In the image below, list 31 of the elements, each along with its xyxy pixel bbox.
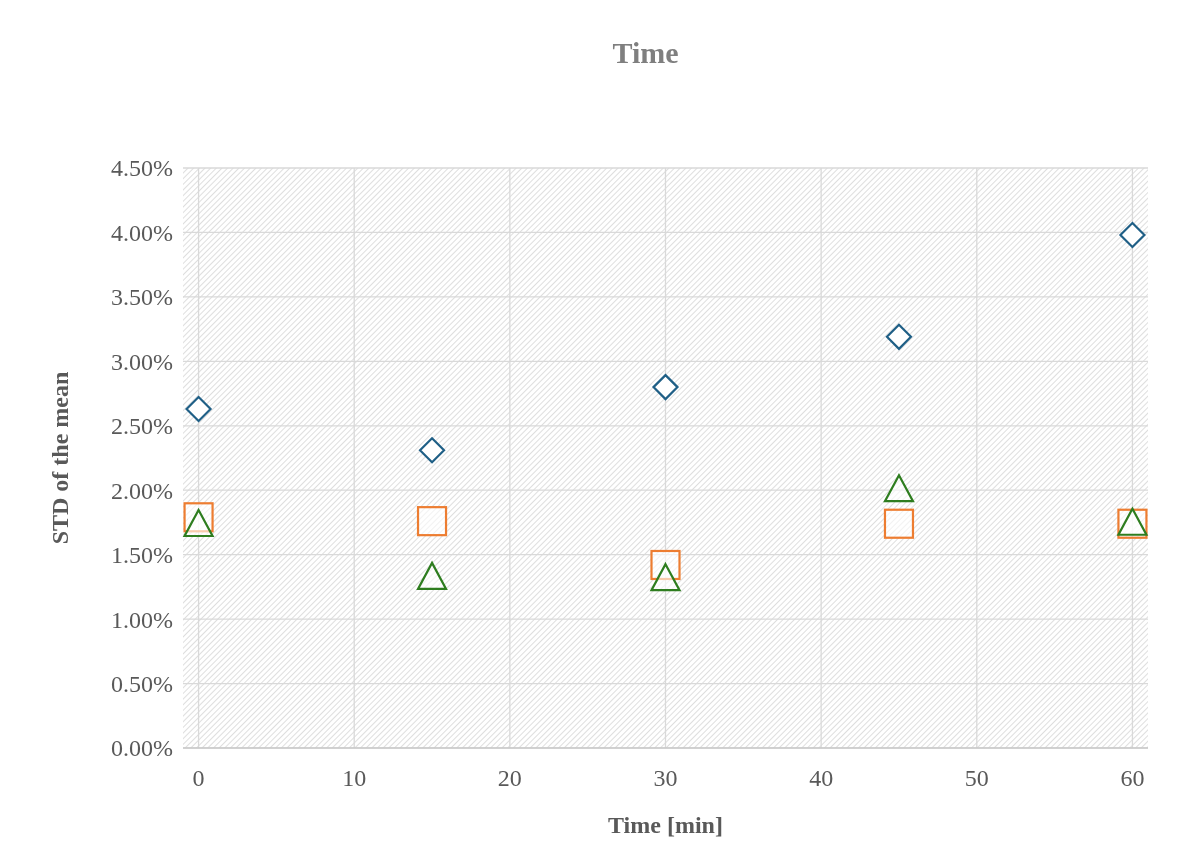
y-tick-label: 0.00% [111,735,173,762]
y-tick-label: 4.00% [111,219,173,246]
y-tick-label: 2.50% [111,413,173,440]
y-tick-label: 1.50% [111,542,173,569]
x-tick-label: 50 [964,765,989,791]
y-tick-label: 4.50% [111,155,173,182]
x-tick-label: 10 [342,765,367,791]
x-tick-label: 30 [653,765,678,791]
point [183,508,214,538]
x-tick-label: 20 [497,765,522,791]
point [416,506,448,537]
y-tick-label: 3.00% [111,348,173,375]
x-tick-label: 0 [192,765,205,791]
point [885,323,913,350]
point [883,474,915,503]
point [1119,221,1146,249]
y-tick-label: 3.50% [111,284,173,311]
x-tick-label: 60 [1120,765,1145,791]
point [650,563,681,592]
y-tick-label: 0.50% [111,670,173,697]
x-tick-label: 40 [809,765,834,791]
point [418,437,446,464]
chart-title: Time [612,36,679,69]
y-tick-label: 1.00% [111,606,173,633]
x-axis-title: Time [min] [608,812,723,838]
y-axis-title: STD of the mean [47,371,73,545]
point [185,395,212,423]
y-tick-label: 2.00% [111,477,173,504]
point [652,374,679,401]
point [883,508,915,539]
point [416,561,448,590]
